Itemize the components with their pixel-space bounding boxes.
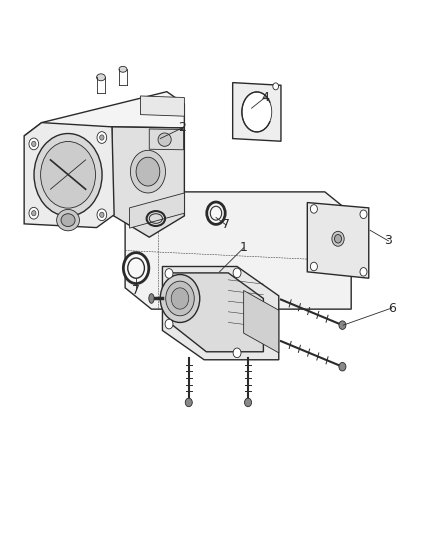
- Polygon shape: [149, 129, 183, 150]
- Text: 6: 6: [387, 302, 395, 314]
- Ellipse shape: [61, 214, 75, 227]
- Polygon shape: [112, 127, 184, 237]
- Ellipse shape: [233, 268, 240, 278]
- Ellipse shape: [34, 133, 102, 216]
- Ellipse shape: [165, 319, 173, 329]
- Ellipse shape: [99, 212, 104, 217]
- Ellipse shape: [359, 210, 366, 219]
- Ellipse shape: [359, 268, 366, 276]
- Ellipse shape: [130, 150, 165, 193]
- Ellipse shape: [206, 202, 225, 224]
- Ellipse shape: [160, 274, 199, 322]
- Ellipse shape: [29, 138, 39, 150]
- Polygon shape: [162, 266, 278, 360]
- Polygon shape: [24, 92, 184, 136]
- Ellipse shape: [158, 133, 171, 147]
- Text: 7: 7: [222, 219, 230, 231]
- Ellipse shape: [32, 211, 36, 216]
- Text: 2: 2: [178, 122, 186, 134]
- Ellipse shape: [96, 74, 105, 80]
- Ellipse shape: [32, 141, 36, 147]
- Ellipse shape: [185, 398, 192, 407]
- Ellipse shape: [233, 348, 240, 358]
- Ellipse shape: [334, 235, 341, 243]
- Ellipse shape: [148, 294, 154, 303]
- Ellipse shape: [338, 362, 345, 371]
- Text: 1: 1: [239, 241, 247, 254]
- Ellipse shape: [97, 132, 106, 143]
- Polygon shape: [140, 96, 184, 116]
- Ellipse shape: [119, 67, 127, 72]
- Ellipse shape: [123, 253, 148, 284]
- Polygon shape: [307, 203, 368, 278]
- Polygon shape: [171, 273, 263, 352]
- Ellipse shape: [171, 288, 188, 309]
- Ellipse shape: [310, 205, 317, 213]
- Ellipse shape: [136, 157, 159, 186]
- Ellipse shape: [166, 281, 194, 316]
- Polygon shape: [24, 123, 114, 228]
- Ellipse shape: [40, 141, 95, 208]
- Text: 3: 3: [384, 235, 392, 247]
- Ellipse shape: [310, 262, 317, 271]
- Polygon shape: [125, 192, 350, 309]
- Ellipse shape: [338, 321, 345, 329]
- Ellipse shape: [165, 269, 173, 278]
- Ellipse shape: [29, 207, 39, 219]
- Ellipse shape: [331, 231, 343, 246]
- Ellipse shape: [244, 398, 251, 407]
- Text: 4: 4: [261, 91, 269, 103]
- Ellipse shape: [272, 83, 278, 90]
- Polygon shape: [232, 83, 280, 141]
- Ellipse shape: [241, 92, 271, 132]
- Ellipse shape: [99, 135, 104, 140]
- Polygon shape: [243, 290, 278, 353]
- Text: 7: 7: [132, 284, 140, 297]
- Ellipse shape: [57, 209, 79, 231]
- Polygon shape: [129, 193, 184, 228]
- Ellipse shape: [97, 209, 106, 221]
